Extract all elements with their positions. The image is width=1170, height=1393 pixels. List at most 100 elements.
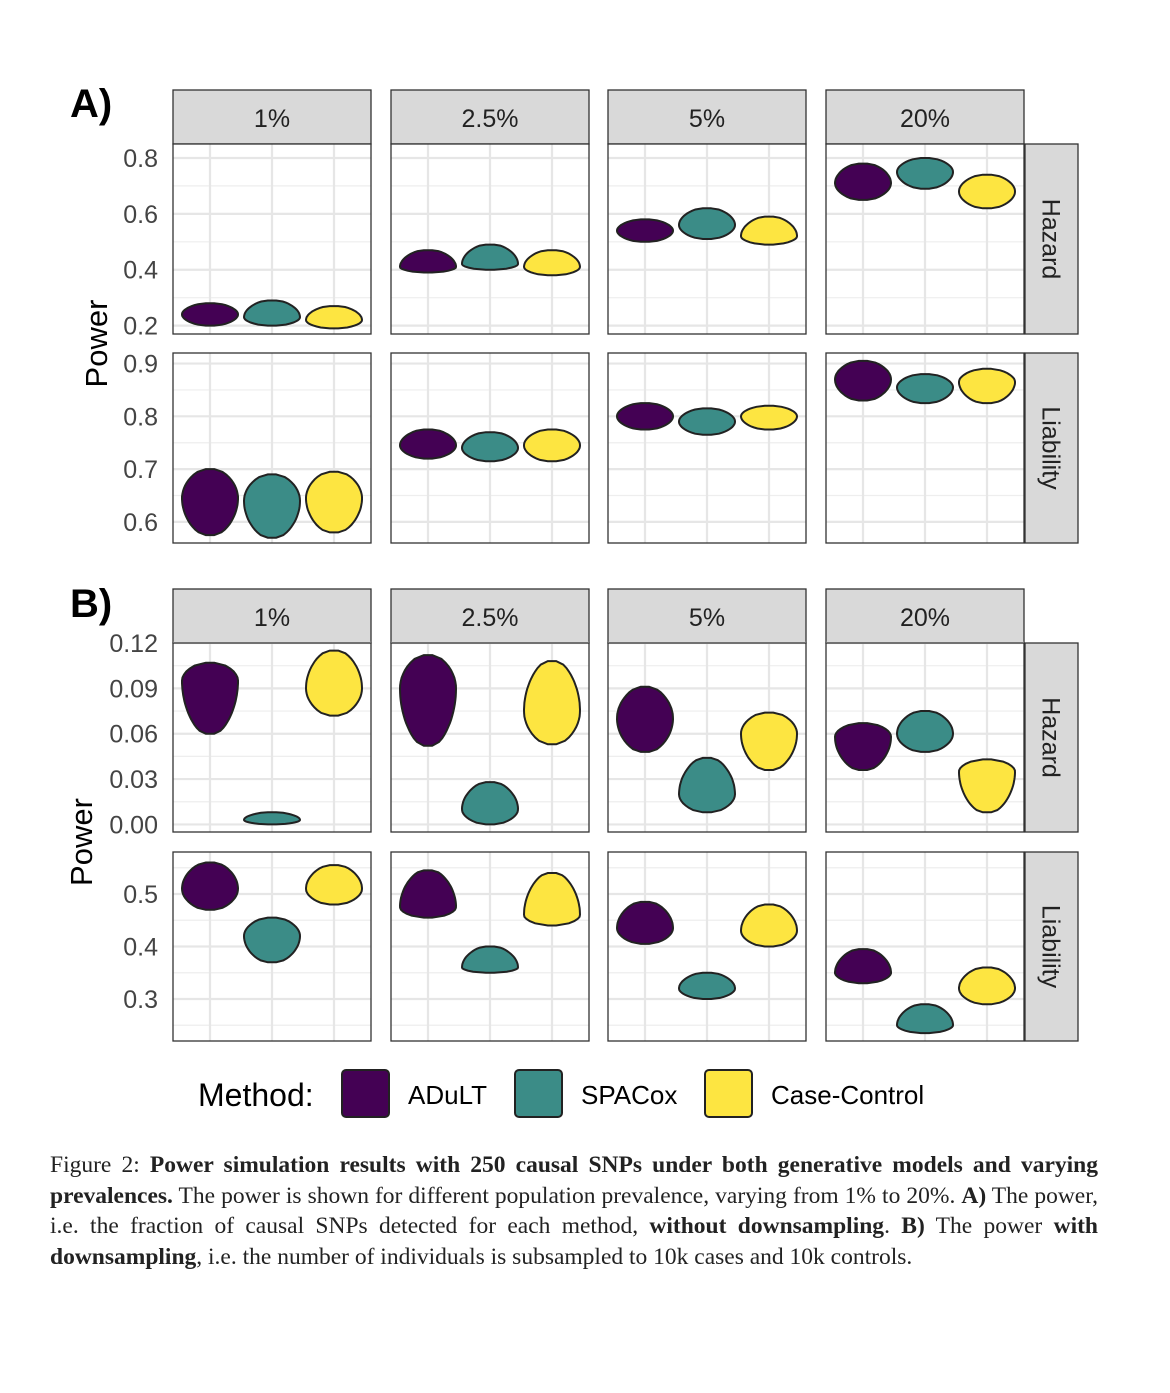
panel-border <box>607 352 807 544</box>
facet-row-strip <box>1024 642 1079 833</box>
violin-case-control <box>522 660 582 746</box>
panel-border <box>390 143 590 335</box>
facet-row-label: Liability <box>1037 905 1065 989</box>
facet-row-strip <box>1024 851 1079 1042</box>
violin-spacox <box>242 916 302 964</box>
violin-adult <box>833 722 893 771</box>
caption-b-label: B) <box>901 1213 925 1239</box>
panel-border <box>607 642 807 833</box>
facet-col-label: 2.5% <box>462 604 519 632</box>
violin-case-control <box>304 649 364 717</box>
violin-case-control <box>740 215 798 246</box>
panel-border <box>390 642 590 833</box>
caption-text-2: The power, i.e. the fraction of causal S… <box>50 1182 1099 1240</box>
violin-adult <box>398 869 458 919</box>
y-tick-label: 0.03 <box>109 766 158 794</box>
violin-case-control <box>957 173 1017 210</box>
y-axis-title: Power <box>79 300 114 388</box>
caption-a-bold: without downsampling <box>649 1213 885 1239</box>
violin-adult <box>615 685 675 753</box>
y-tick-label: 0.12 <box>109 630 158 658</box>
violin-adult <box>180 861 240 911</box>
violin-spacox <box>242 299 302 327</box>
legend-key-case-control <box>704 1069 753 1118</box>
y-tick-label: 0.4 <box>123 934 158 962</box>
y-axis-title: Power <box>64 798 99 886</box>
facet-panel <box>607 352 807 544</box>
caption-b-bold: with downsampling <box>50 1213 1098 1270</box>
violin-adult <box>180 302 240 327</box>
legend-key-spacox <box>514 1069 563 1118</box>
panel-b: B) Power 1% 2.5% 5% 20% Hazard 0.00 0.03 0.06 0.09… <box>64 582 1079 1042</box>
facet-panel <box>390 851 590 1042</box>
caption-title: Power simulation results with 250 causal… <box>50 1152 1098 1209</box>
panel-border <box>825 143 1025 335</box>
panel-border <box>607 851 807 1042</box>
facet-strip-3 <box>825 588 1025 644</box>
y-tick-label: 0.06 <box>109 721 158 749</box>
panel-border <box>172 642 372 833</box>
legend-key-adult <box>341 1069 390 1118</box>
violin-case-control <box>304 864 364 906</box>
y-tick-label: 0.3 <box>123 986 158 1014</box>
panel-border <box>172 352 372 544</box>
violin-spacox <box>677 207 737 240</box>
facet-panel <box>172 641 372 833</box>
facet-strip-2 <box>607 89 807 145</box>
violin-spacox <box>677 756 737 814</box>
y-tick-label: 0.8 <box>123 145 158 173</box>
violin-case-control <box>958 966 1016 1006</box>
panel-label: A) <box>70 82 112 126</box>
violin-spacox <box>460 945 520 974</box>
panel-border <box>172 143 372 335</box>
facet-col-label: 20% <box>900 604 950 632</box>
panel-border <box>607 143 807 335</box>
violin-spacox <box>460 431 520 463</box>
panel-border <box>172 851 372 1042</box>
violin-spacox <box>895 157 955 190</box>
y-tick-label: 0.2 <box>123 313 158 341</box>
y-tick-label: 0.09 <box>109 675 158 703</box>
violin-adult <box>834 948 892 985</box>
violin-adult <box>181 661 239 735</box>
panel-border <box>390 851 590 1042</box>
panel-border <box>825 642 1025 833</box>
violin-spacox <box>895 373 955 405</box>
legend-label: ADuLT <box>408 1080 487 1110</box>
facet-col-label: 2.5% <box>462 105 519 133</box>
legend-title: Method: <box>198 1077 314 1113</box>
y-tick-label: 0.9 <box>123 351 158 379</box>
caption-text-1: The power is shown for different populat… <box>172 1182 962 1209</box>
panel-border <box>825 352 1025 544</box>
violin-case-control <box>739 903 799 948</box>
facet-panel <box>825 143 1025 335</box>
caption-a-label: A) <box>961 1182 987 1209</box>
violin-spacox <box>677 971 737 1000</box>
figure-caption: Figure 2: Power simulation results with … <box>50 1150 1098 1272</box>
violin-spacox <box>895 710 955 753</box>
violin-adult <box>181 468 239 537</box>
violin-adult <box>615 402 675 431</box>
violin-adult <box>399 249 457 274</box>
facet-strip-0 <box>172 89 372 145</box>
panel-border <box>825 851 1025 1042</box>
facet-panel <box>172 143 372 335</box>
facet-row-label: Hazard <box>1037 199 1065 280</box>
facet-panel <box>172 352 372 544</box>
legend: Method: ADuLT SPACox Case-Control <box>198 1069 924 1118</box>
facet-panel <box>607 143 807 335</box>
caption-prefix: Figure 2: <box>50 1152 150 1178</box>
violin-case-control <box>304 305 364 330</box>
violin-spacox <box>460 781 520 826</box>
violin-adult <box>398 428 458 460</box>
violin-case-control <box>739 711 799 771</box>
violin-spacox <box>460 243 520 271</box>
facet-strip-1 <box>390 89 590 145</box>
violin-case-control <box>958 367 1016 405</box>
facet-row-strip <box>1024 352 1079 544</box>
facet-panel <box>172 851 372 1042</box>
violin-spacox <box>242 473 302 539</box>
violin-adult <box>615 218 675 243</box>
facet-panel <box>825 352 1025 544</box>
panel-border <box>390 352 590 544</box>
